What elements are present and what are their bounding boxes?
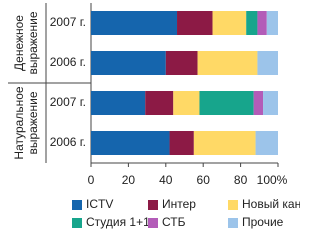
bar-segment (266, 11, 278, 35)
bar-segment (169, 131, 194, 155)
y-tick-label: 2006 г. (50, 135, 86, 149)
bar-segment (91, 91, 146, 115)
y-tick-label: 2007 г. (50, 95, 86, 109)
group-label: Натуральное (12, 86, 26, 159)
bar-segment (193, 131, 256, 155)
x-tick-label: 40 (159, 173, 173, 187)
bar-segment (257, 51, 278, 75)
bar-segment (91, 131, 170, 155)
bar-segment (177, 11, 213, 35)
legend-label: ICTV (86, 197, 113, 211)
bar-segment (165, 51, 198, 75)
bar-segment (145, 91, 174, 115)
legend-swatch (72, 218, 82, 228)
bar-segment (257, 11, 267, 35)
legend-swatch (228, 200, 238, 210)
x-tick-label: 0 (88, 173, 95, 187)
legend-label: Новый канал (242, 197, 300, 211)
bar-segment (263, 91, 278, 115)
legend-label: Прочие (242, 215, 284, 229)
legend-label: Интер (162, 197, 196, 211)
bar-segment (91, 11, 178, 35)
y-tick-label: 2006 г. (50, 55, 86, 69)
bar-segment (246, 11, 258, 35)
bar-segment (91, 51, 166, 75)
x-tick-label: 100% (257, 173, 288, 187)
bar-segment (255, 131, 278, 155)
legend-swatch (72, 200, 82, 210)
group-label: Денежное (12, 15, 26, 71)
x-tick-label: 20 (122, 173, 136, 187)
legend-label: Студия 1+1 (86, 215, 150, 229)
bar-segment (173, 91, 200, 115)
bar-segment (197, 51, 258, 75)
legend-swatch (228, 218, 238, 228)
legend-swatch (148, 218, 158, 228)
legend-label: СТБ (162, 215, 186, 229)
group-label: выражение (26, 11, 40, 74)
x-tick-label: 60 (197, 173, 211, 187)
bar-segment (253, 91, 264, 115)
y-tick-label: 2007 г. (50, 15, 86, 29)
x-tick-label: 80 (234, 173, 248, 187)
legend-swatch (148, 200, 158, 210)
group-label: выражение (26, 91, 40, 154)
bar-segment (212, 11, 247, 35)
chart: Денежное выражение 2007 г.2006 г.Натуральн… (8, 3, 300, 229)
bar-segment (199, 91, 254, 115)
